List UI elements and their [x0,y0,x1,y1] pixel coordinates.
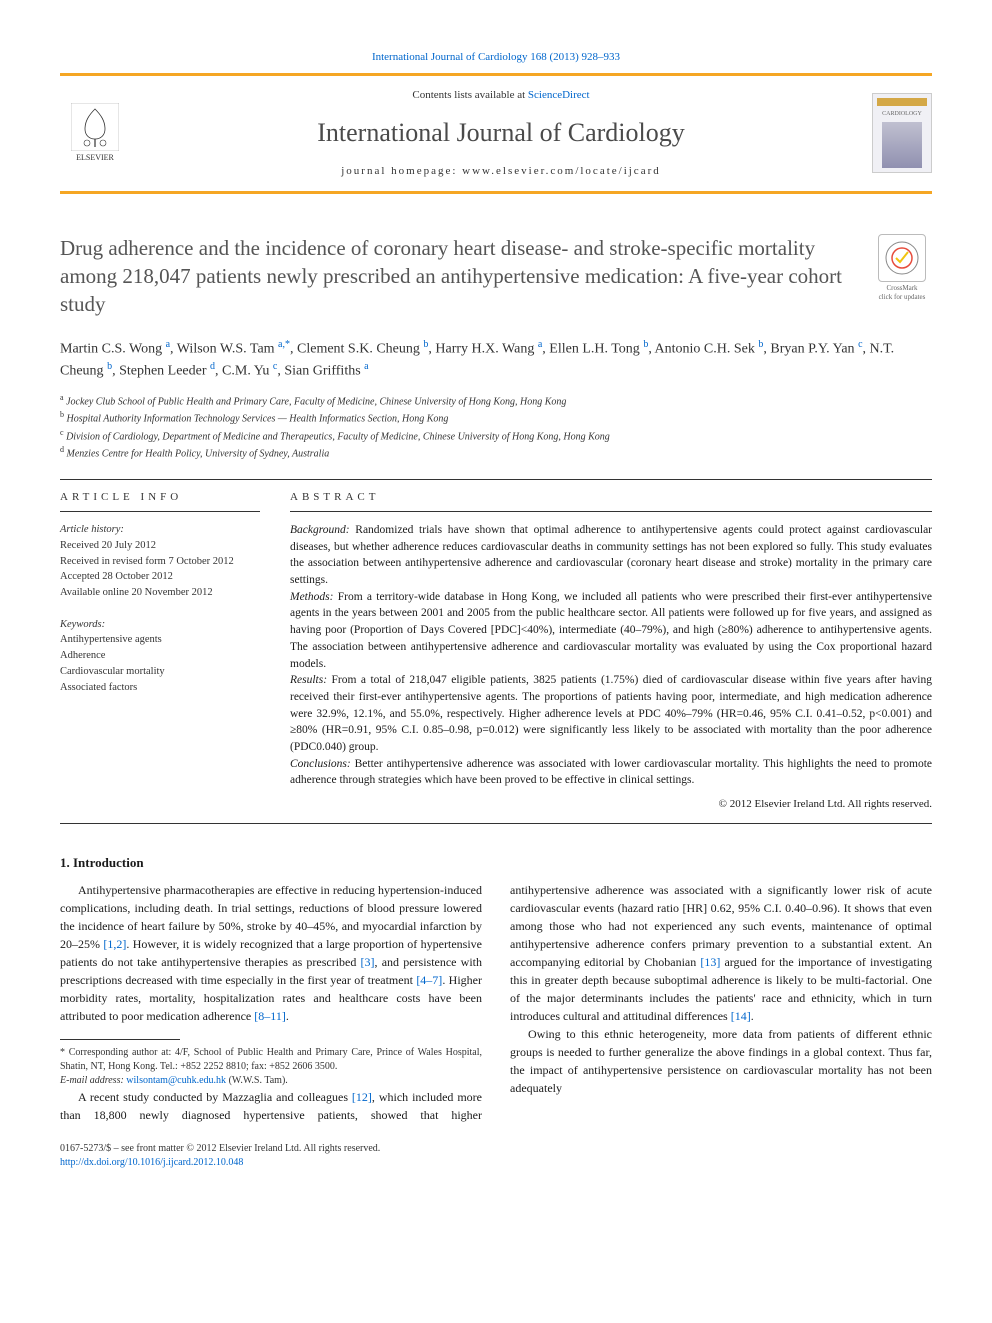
section-heading: 1. Introduction [60,854,932,872]
journal-homepage: journal homepage: www.elsevier.com/locat… [130,164,872,179]
abstract-section-label: Background: [290,524,350,536]
abstract-section-label: Results: [290,674,327,686]
article-info: ARTICLE INFO Article history: Received 2… [60,490,260,813]
history-line: Received 20 July 2012 [60,538,260,554]
abstract-section-label: Methods: [290,591,333,603]
keywords-label: Keywords: [60,619,105,630]
abstract-text: From a total of 218,047 eligible patient… [290,674,932,753]
affiliations-list: a Jockey Club School of Public Health an… [60,392,932,461]
history-line: Received in revised form 7 October 2012 [60,554,260,570]
abstract: ABSTRACT Background: Randomized trials h… [290,490,932,813]
journal-header: ELSEVIER Contents lists available at Sci… [60,73,932,194]
footer-copyright: 0167-5273/$ – see front matter © 2012 El… [60,1142,380,1156]
citation-link[interactable]: [1,2] [103,937,126,951]
body-columns: Antihypertensive pharmacotherapies are e… [60,881,932,1124]
journal-cover-thumb: CARDIOLOGY [872,93,932,173]
email-link[interactable]: wilsontam@cuhk.edu.hk [126,1075,226,1086]
issue-reference[interactable]: International Journal of Cardiology 168 … [60,50,932,65]
copyright: © 2012 Elsevier Ireland Ltd. All rights … [290,797,932,813]
history-line: Accepted 28 October 2012 [60,569,260,585]
keyword: Antihypertensive agents [60,632,260,648]
corresponding-author-footnote: * Corresponding author at: 4/F, School o… [60,1046,482,1088]
article-info-heading: ARTICLE INFO [60,490,260,512]
abstract-text: Randomized trials have shown that optima… [290,524,932,586]
publisher-logo: ELSEVIER [60,103,130,164]
page-footer: 0167-5273/$ – see front matter © 2012 El… [60,1142,932,1169]
affiliation-line: c Division of Cardiology, Department of … [60,427,932,444]
citation-link[interactable]: [8–11] [254,1009,286,1023]
publisher-name: ELSEVIER [76,153,114,164]
abstract-section-label: Conclusions: [290,758,351,770]
abstract-heading: ABSTRACT [290,490,932,512]
citation-link[interactable]: [13] [700,955,720,969]
elsevier-tree-icon [71,103,119,151]
citation-link[interactable]: [3] [361,955,375,969]
history-line: Available online 20 November 2012 [60,585,260,601]
contents-line: Contents lists available at ScienceDirec… [130,88,872,103]
citation-link[interactable]: [12] [352,1090,372,1104]
affiliation-line: a Jockey Club School of Public Health an… [60,392,932,409]
abstract-text: From a territory-wide database in Hong K… [290,591,932,670]
affiliation-line: b Hospital Authority Information Technol… [60,409,932,426]
doi-link[interactable]: http://dx.doi.org/10.1016/j.ijcard.2012.… [60,1157,243,1168]
sciencedirect-link[interactable]: ScienceDirect [528,89,590,101]
affiliation-line: d Menzies Centre for Health Policy, Univ… [60,444,932,461]
citation-link[interactable]: [4–7] [416,973,442,987]
citation-link[interactable]: [14] [731,1009,751,1023]
keyword: Cardiovascular mortality [60,664,260,680]
journal-name: International Journal of Cardiology [130,115,872,150]
history-label: Article history: [60,524,124,535]
keyword: Associated factors [60,680,260,696]
crossmark-icon [884,240,920,276]
keyword: Adherence [60,648,260,664]
crossmark-badge[interactable]: CrossMark click for updates [872,234,932,303]
authors-list: Martin C.S. Wong a, Wilson W.S. Tam a,*,… [60,337,932,382]
article-title: Drug adherence and the incidence of coro… [60,234,932,319]
abstract-text: Better antihypertensive adherence was as… [290,758,932,787]
